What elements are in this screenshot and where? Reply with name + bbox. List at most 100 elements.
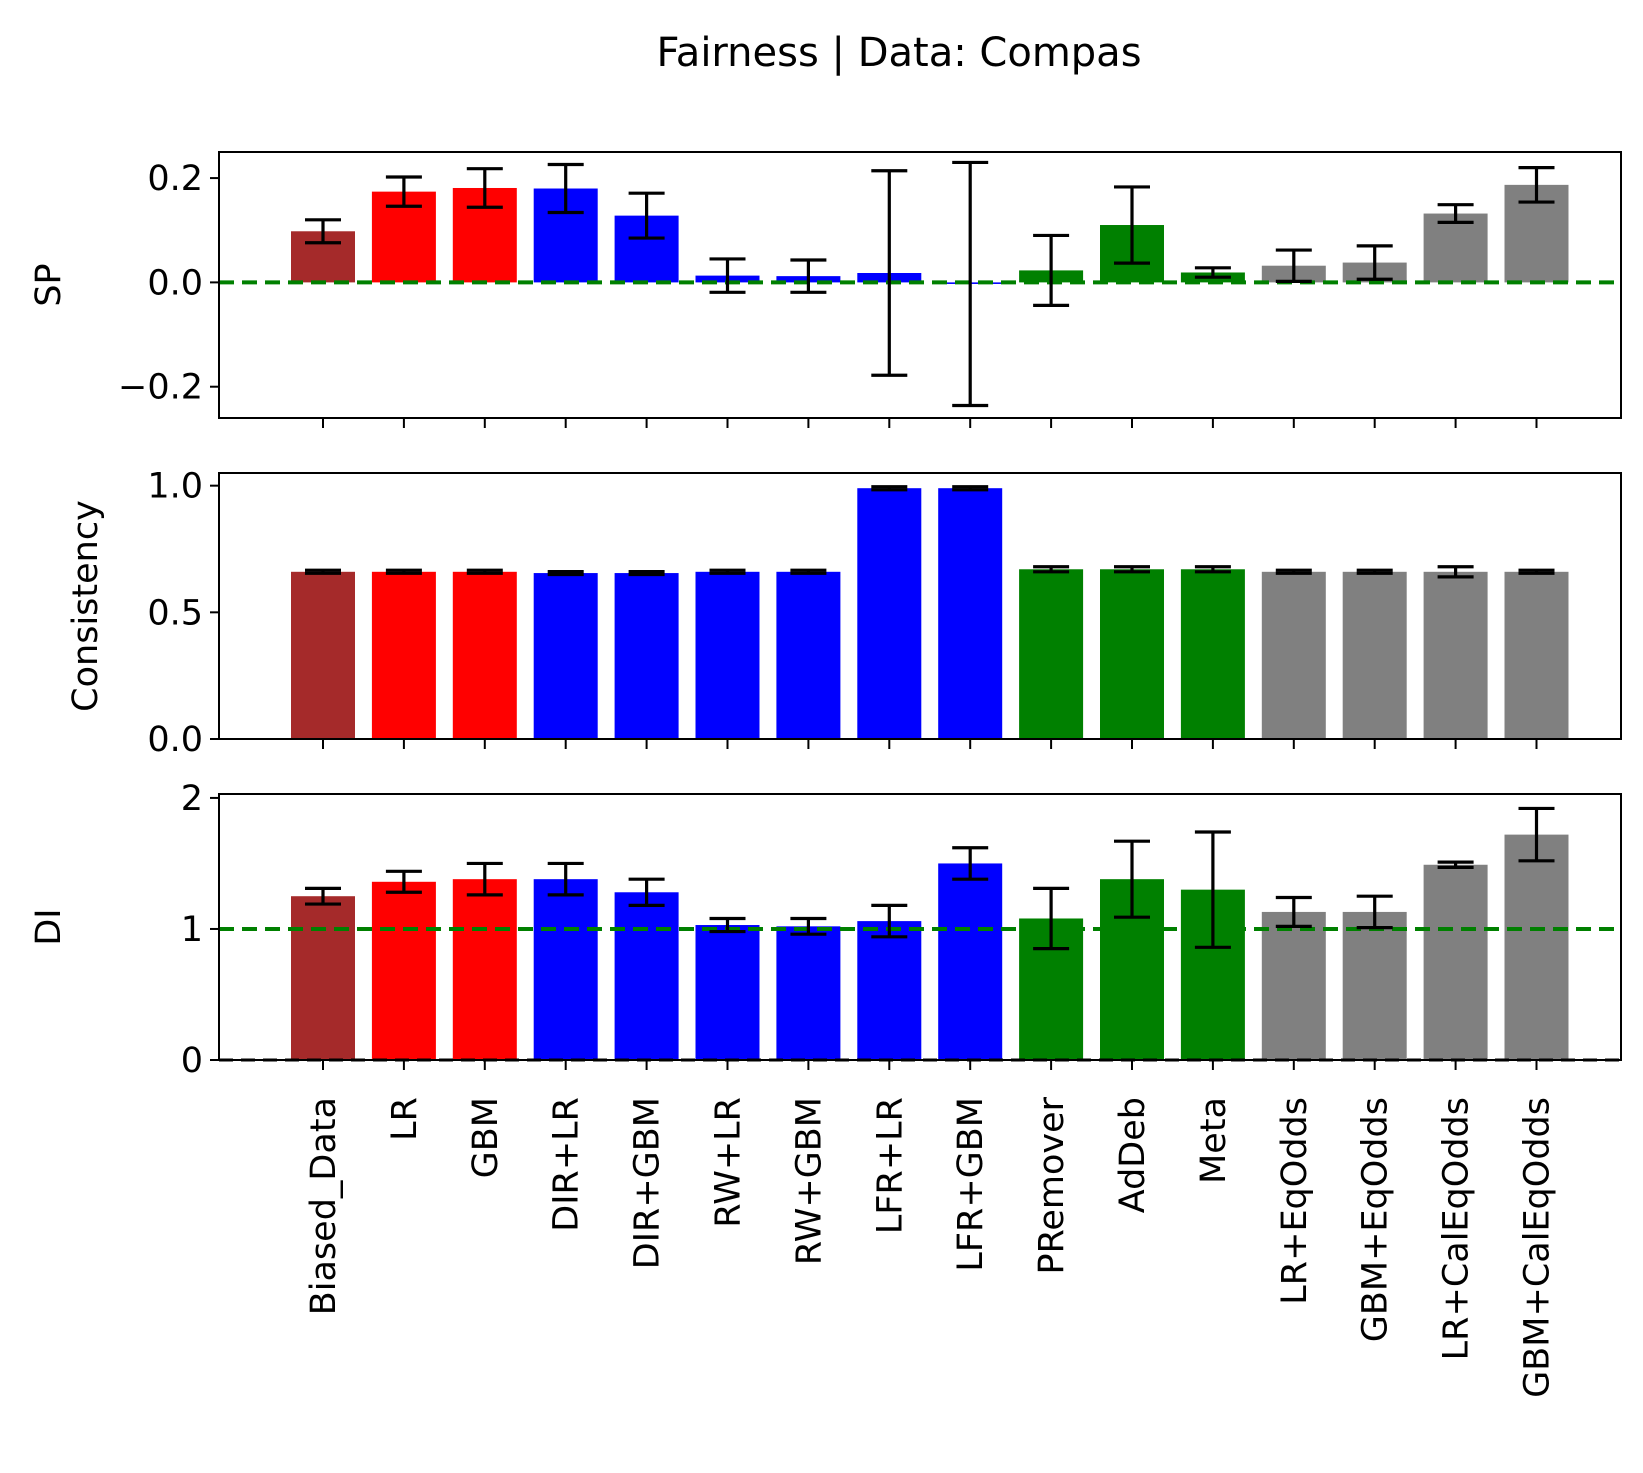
error-bar-gbm — [466, 568, 503, 575]
y-tick-label: 0.2 — [147, 159, 203, 199]
x-tick-label-addeb: AdDeb — [1113, 1097, 1153, 1213]
error-bar-premover — [1033, 565, 1070, 574]
error-bar-dir-lr — [547, 162, 584, 215]
bar-lfr-gbm — [938, 488, 1003, 739]
bar-lfr-lr — [857, 921, 922, 1060]
error-bar-premover — [1033, 886, 1070, 951]
axes-frame — [218, 472, 1622, 740]
error-bar-lfr-lr — [871, 169, 908, 377]
error-bar-lr-eqodds — [1275, 568, 1312, 575]
y-axis-label: Consistency — [66, 500, 106, 712]
error-bar-lr-eqodds — [1275, 895, 1312, 928]
bar-gbm-caleqodds — [1504, 834, 1569, 1060]
bar-dir-lr — [533, 879, 598, 1060]
y-tick-label: 0 — [181, 1041, 203, 1081]
error-bar-addeb — [1114, 565, 1150, 574]
error-bar-lfr-lr — [871, 903, 908, 939]
bar-addeb — [1100, 569, 1164, 739]
bar-gbm — [452, 571, 517, 739]
panel-consistency: 0.0 0.5 1.0 Consistency — [66, 467, 1622, 760]
error-bar-rw-lr — [709, 568, 746, 575]
axes-frame — [218, 793, 1622, 1061]
bar-lfr-lr — [857, 488, 922, 739]
error-bar-lr-caleqodds — [1437, 565, 1474, 579]
error-bar-gbm-caleqodds — [1518, 166, 1555, 204]
bar-meta — [1180, 569, 1245, 739]
bar-gbm-eqodds — [1342, 571, 1407, 739]
error-bar-lr-caleqodds — [1437, 203, 1474, 225]
y-tick-label: 1.0 — [147, 467, 203, 507]
bar-lfr-gbm — [938, 863, 1003, 1060]
x-tick-label-biased-data: Biased_Data — [304, 1097, 344, 1315]
y-tick-label: 0.5 — [147, 593, 203, 633]
bar-lr-eqodds — [1261, 571, 1326, 739]
x-tick-labels: Biased_Data LR GBM DIR+LR DIR+GBM RW+LR RW+GBM… — [304, 1096, 1558, 1397]
x-tick-label-dir-lr: DIR+LR — [547, 1097, 587, 1232]
error-bar-lfr-gbm — [952, 160, 989, 408]
error-bar-rw-gbm — [790, 258, 827, 294]
y-tick-label: 0.0 — [147, 263, 203, 303]
error-bar-gbm-caleqodds — [1518, 568, 1555, 575]
bar-lr — [371, 881, 436, 1060]
x-tick-label-lfr-gbm: LFR+GBM — [951, 1097, 991, 1272]
error-bar-lr — [385, 869, 422, 894]
error-bar-dir-gbm — [628, 569, 665, 577]
x-tick-label-gbm-eqodds: GBM+EqOdds — [1356, 1097, 1396, 1342]
error-bar-biased-data — [305, 218, 341, 245]
x-tick-label-rw-lr: RW+LR — [709, 1097, 749, 1228]
bar-gbm-eqodds — [1342, 911, 1407, 1060]
error-bar-gbm-eqodds — [1356, 894, 1393, 930]
y-axis-label: SP — [29, 263, 69, 306]
bar-biased-data — [291, 571, 355, 739]
error-bar-lfr-gbm — [952, 846, 989, 881]
x-tick-label-lr-caleqodds: LR+CalEqOdds — [1437, 1097, 1477, 1360]
bar-rw-gbm — [776, 926, 841, 1060]
y-tick-label: 0.0 — [147, 720, 203, 760]
error-bar-lfr-gbm — [952, 485, 989, 492]
error-bar-gbm — [466, 861, 503, 897]
x-tick-label-gbm: GBM — [466, 1097, 506, 1178]
error-bar-addeb — [1114, 185, 1150, 265]
error-bar-gbm-caleqodds — [1518, 806, 1555, 863]
x-tick-label-rw-gbm: RW+GBM — [789, 1097, 829, 1265]
y-tick-label: 1 — [181, 910, 203, 950]
bar-lr — [371, 571, 436, 739]
x-tick-label-meta: Meta — [1194, 1097, 1234, 1184]
x-tick-label-dir-gbm: DIR+GBM — [628, 1097, 668, 1269]
panel-di: 0 1 2 DI — [29, 779, 1622, 1081]
error-bar-rw-lr — [709, 916, 746, 934]
error-bar-gbm — [466, 167, 503, 209]
error-bar-lfr-lr — [871, 485, 908, 492]
error-bar-rw-lr — [709, 257, 746, 294]
plot-area: −0.2 0.0 0.2 SP 0.0 0.5 1.0 Consistency 0 1 2 DI Bia… — [29, 151, 1622, 1398]
axes-frame — [218, 151, 1622, 419]
error-bar-meta — [1194, 266, 1231, 279]
y-tick-label: −0.2 — [118, 368, 203, 408]
chart-title: Fairness | Data: Compas — [656, 30, 1141, 76]
bar-premover — [1019, 569, 1084, 739]
error-bar-gbm-eqodds — [1356, 568, 1393, 575]
y-axis-label: DI — [29, 908, 69, 945]
error-bar-premover — [1033, 233, 1070, 307]
bar-gbm — [452, 879, 517, 1060]
error-bar-dir-lr — [547, 569, 584, 577]
error-bar-lr — [385, 568, 422, 575]
bar-dir-gbm — [614, 573, 679, 739]
error-bar-biased-data — [305, 568, 341, 575]
x-tick-label-gbm-caleqodds: GBM+CalEqOdds — [1518, 1097, 1558, 1398]
bar-biased-data — [291, 896, 355, 1060]
bar-lr-caleqodds — [1423, 571, 1488, 739]
error-bar-dir-lr — [547, 861, 584, 897]
error-bar-biased-data — [305, 886, 341, 906]
error-bar-lr — [385, 175, 422, 208]
x-tick-label-lfr-lr: LFR+LR — [870, 1097, 910, 1234]
error-bar-dir-gbm — [628, 191, 665, 240]
bar-rw-lr — [695, 571, 760, 739]
error-bar-rw-gbm — [790, 916, 827, 936]
error-bar-addeb — [1114, 839, 1150, 919]
x-tick-label-lr-eqodds: LR+EqOdds — [1275, 1097, 1315, 1305]
bar-dir-gbm — [614, 892, 679, 1060]
bar-lr-caleqodds — [1423, 864, 1488, 1060]
x-tick-label-premover: PRemover — [1032, 1096, 1072, 1274]
